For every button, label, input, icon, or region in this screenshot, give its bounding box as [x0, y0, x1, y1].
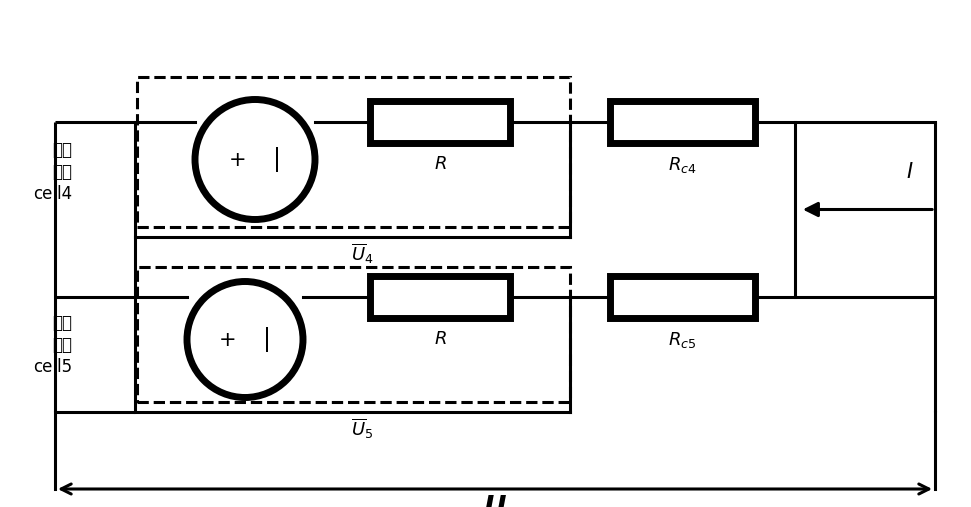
Bar — [610, 276, 755, 318]
Text: $|$: $|$ — [272, 145, 279, 174]
Text: $\overline{U}_4$: $\overline{U}_4$ — [352, 242, 374, 267]
Text: $\mathit{I}$: $\mathit{I}$ — [906, 162, 914, 182]
Text: $|$: $|$ — [261, 325, 269, 354]
Text: $R$: $R$ — [434, 330, 447, 348]
Text: $R$: $R$ — [434, 155, 447, 173]
Bar — [370, 276, 510, 318]
Text: $\overline{U}_5$: $\overline{U}_5$ — [352, 417, 374, 442]
Text: $+$: $+$ — [228, 150, 246, 169]
Text: 新鲜
电池
cell4: 新鲜 电池 cell4 — [33, 141, 72, 203]
Text: $R_{c5}$: $R_{c5}$ — [668, 330, 697, 350]
Bar — [137, 267, 570, 402]
Text: $\boldsymbol{U}$: $\boldsymbol{U}$ — [483, 494, 507, 507]
Circle shape — [187, 281, 303, 397]
Text: $R_{c4}$: $R_{c4}$ — [668, 155, 697, 175]
Bar — [610, 101, 755, 143]
Text: 新鲜
电池
cell5: 新鲜 电池 cell5 — [33, 314, 72, 376]
Text: $+$: $+$ — [218, 330, 236, 349]
Circle shape — [195, 99, 315, 220]
Bar — [370, 101, 510, 143]
Bar — [137, 77, 570, 227]
